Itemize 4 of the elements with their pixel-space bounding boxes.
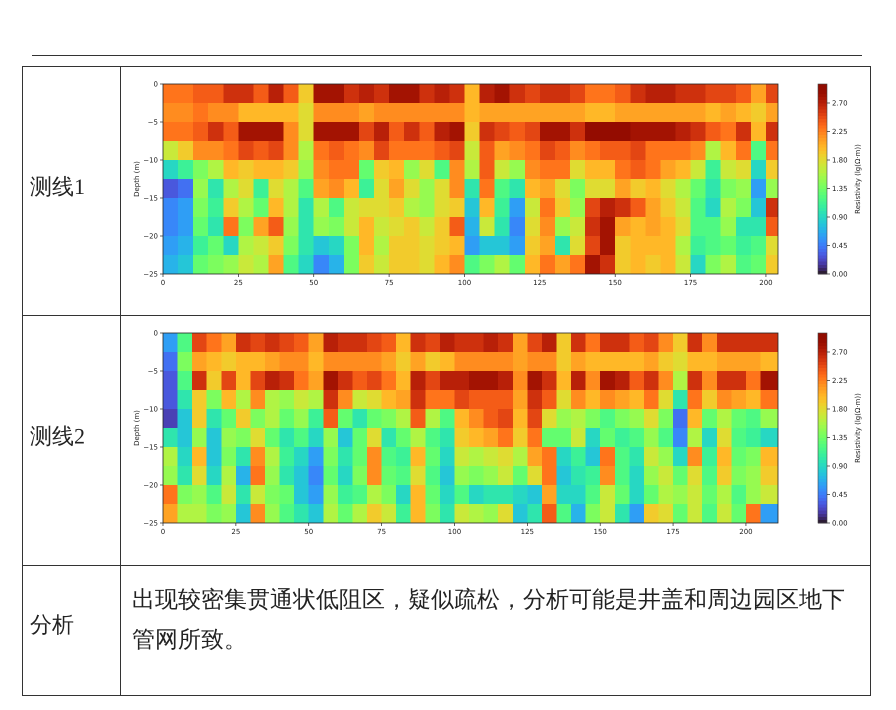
- chart-title: 测线1: [30, 174, 85, 199]
- chart-title: 测线2: [30, 424, 85, 448]
- text: 出现较密集贯通状低阻区，疑似疏松，分析可能是井盖和周边园区地下管网所致。: [132, 586, 846, 654]
- text: 分析: [30, 611, 74, 639]
